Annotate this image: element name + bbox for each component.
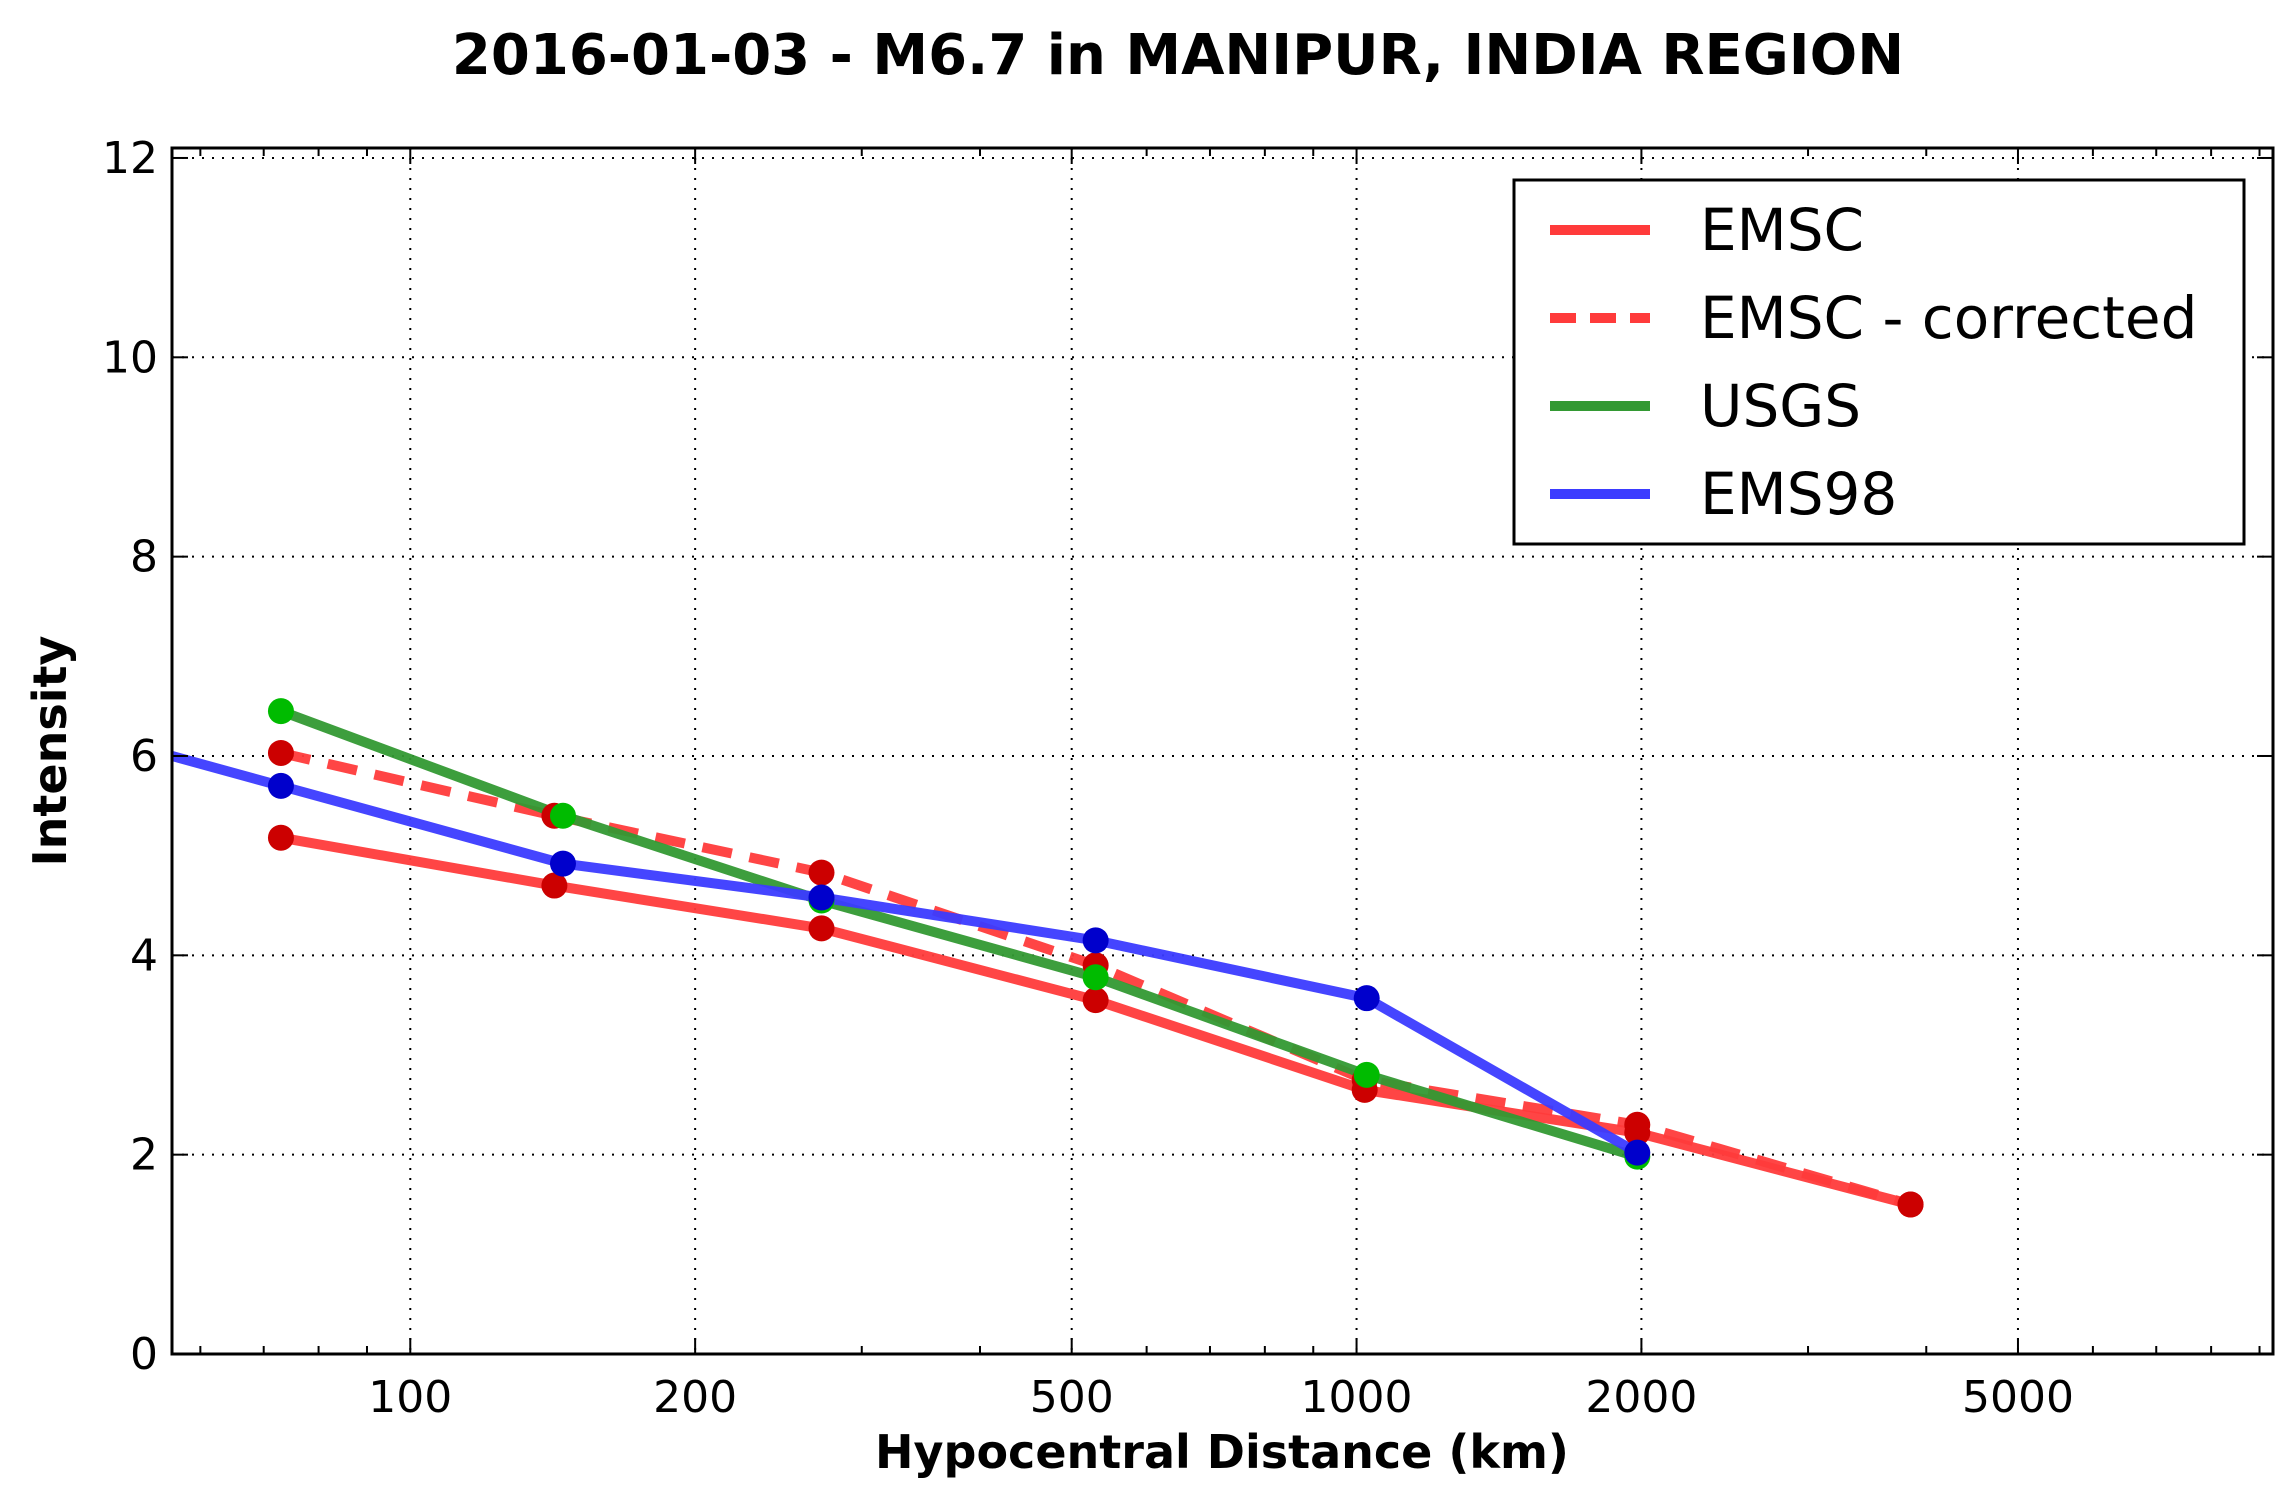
- y-tick-label: 6: [130, 731, 158, 782]
- data-point-emsc: [808, 915, 835, 942]
- data-point-emsc: [267, 824, 294, 851]
- data-point-usgs: [1082, 964, 1109, 991]
- y-tick-label: 8: [130, 532, 158, 583]
- data-point-emsc-corrected: [808, 859, 835, 886]
- data-point-ems98: [1624, 1139, 1651, 1166]
- legend-label: EMSC - corrected: [1700, 284, 2197, 352]
- y-tick-label: 10: [102, 332, 158, 383]
- data-point-emsc: [1082, 987, 1109, 1014]
- plot-frame: [170, 146, 2275, 1356]
- data-point-usgs: [549, 802, 576, 829]
- data-point-ems98: [549, 850, 576, 877]
- series-layer: [172, 698, 1924, 1218]
- y-tick-label: 12: [102, 133, 158, 184]
- x-tick-label: 2000: [1585, 1372, 1697, 1423]
- series-line-usgs: [279, 706, 1639, 1162]
- legend-label: EMS98: [1700, 460, 1897, 528]
- data-point-emsc-corrected: [1897, 1191, 1924, 1218]
- x-tick-label: 200: [653, 1372, 737, 1423]
- legend-box: [1512, 178, 2246, 546]
- x-tick-label: 500: [1030, 1372, 1114, 1423]
- x-tick-label: 100: [368, 1372, 452, 1423]
- data-point-emsc-corrected: [1624, 1111, 1651, 1138]
- axis-ticks: [172, 148, 2273, 1355]
- data-point-usgs: [267, 698, 294, 725]
- data-point-ems98: [267, 772, 294, 799]
- data-point-ems98: [808, 884, 835, 911]
- y-axis-label: Intensity: [23, 636, 77, 867]
- y-tick-label: 2: [130, 1130, 158, 1181]
- data-point-ems98: [1353, 985, 1380, 1012]
- y-tick-label: 4: [130, 930, 158, 981]
- grid: [172, 148, 2273, 1354]
- legend: EMSC EMSC - corrected USGS EMS98: [1512, 178, 2246, 546]
- chart-title: 2016-01-03 - M6.7 in MANIPUR, INDIA REGI…: [452, 23, 1904, 88]
- y-tick-label: 0: [130, 1329, 158, 1380]
- data-point-usgs: [1353, 1061, 1380, 1088]
- series-line-emsc: [280, 832, 1912, 1210]
- data-point-ems98: [1082, 927, 1109, 954]
- legend-label: EMSC: [1700, 196, 1864, 264]
- tick-labels: 100 200 500 1000 2000 5000 0 2 4 6 8 10 12: [102, 133, 2074, 1423]
- legend-label: USGS: [1700, 372, 1861, 440]
- x-axis-label: Hypocentral Distance (km): [875, 1425, 1569, 1479]
- data-point-emsc: [541, 872, 568, 899]
- x-tick-label: 1000: [1301, 1372, 1413, 1423]
- x-tick-label: 5000: [1962, 1372, 2074, 1423]
- data-point-emsc-corrected: [267, 739, 294, 766]
